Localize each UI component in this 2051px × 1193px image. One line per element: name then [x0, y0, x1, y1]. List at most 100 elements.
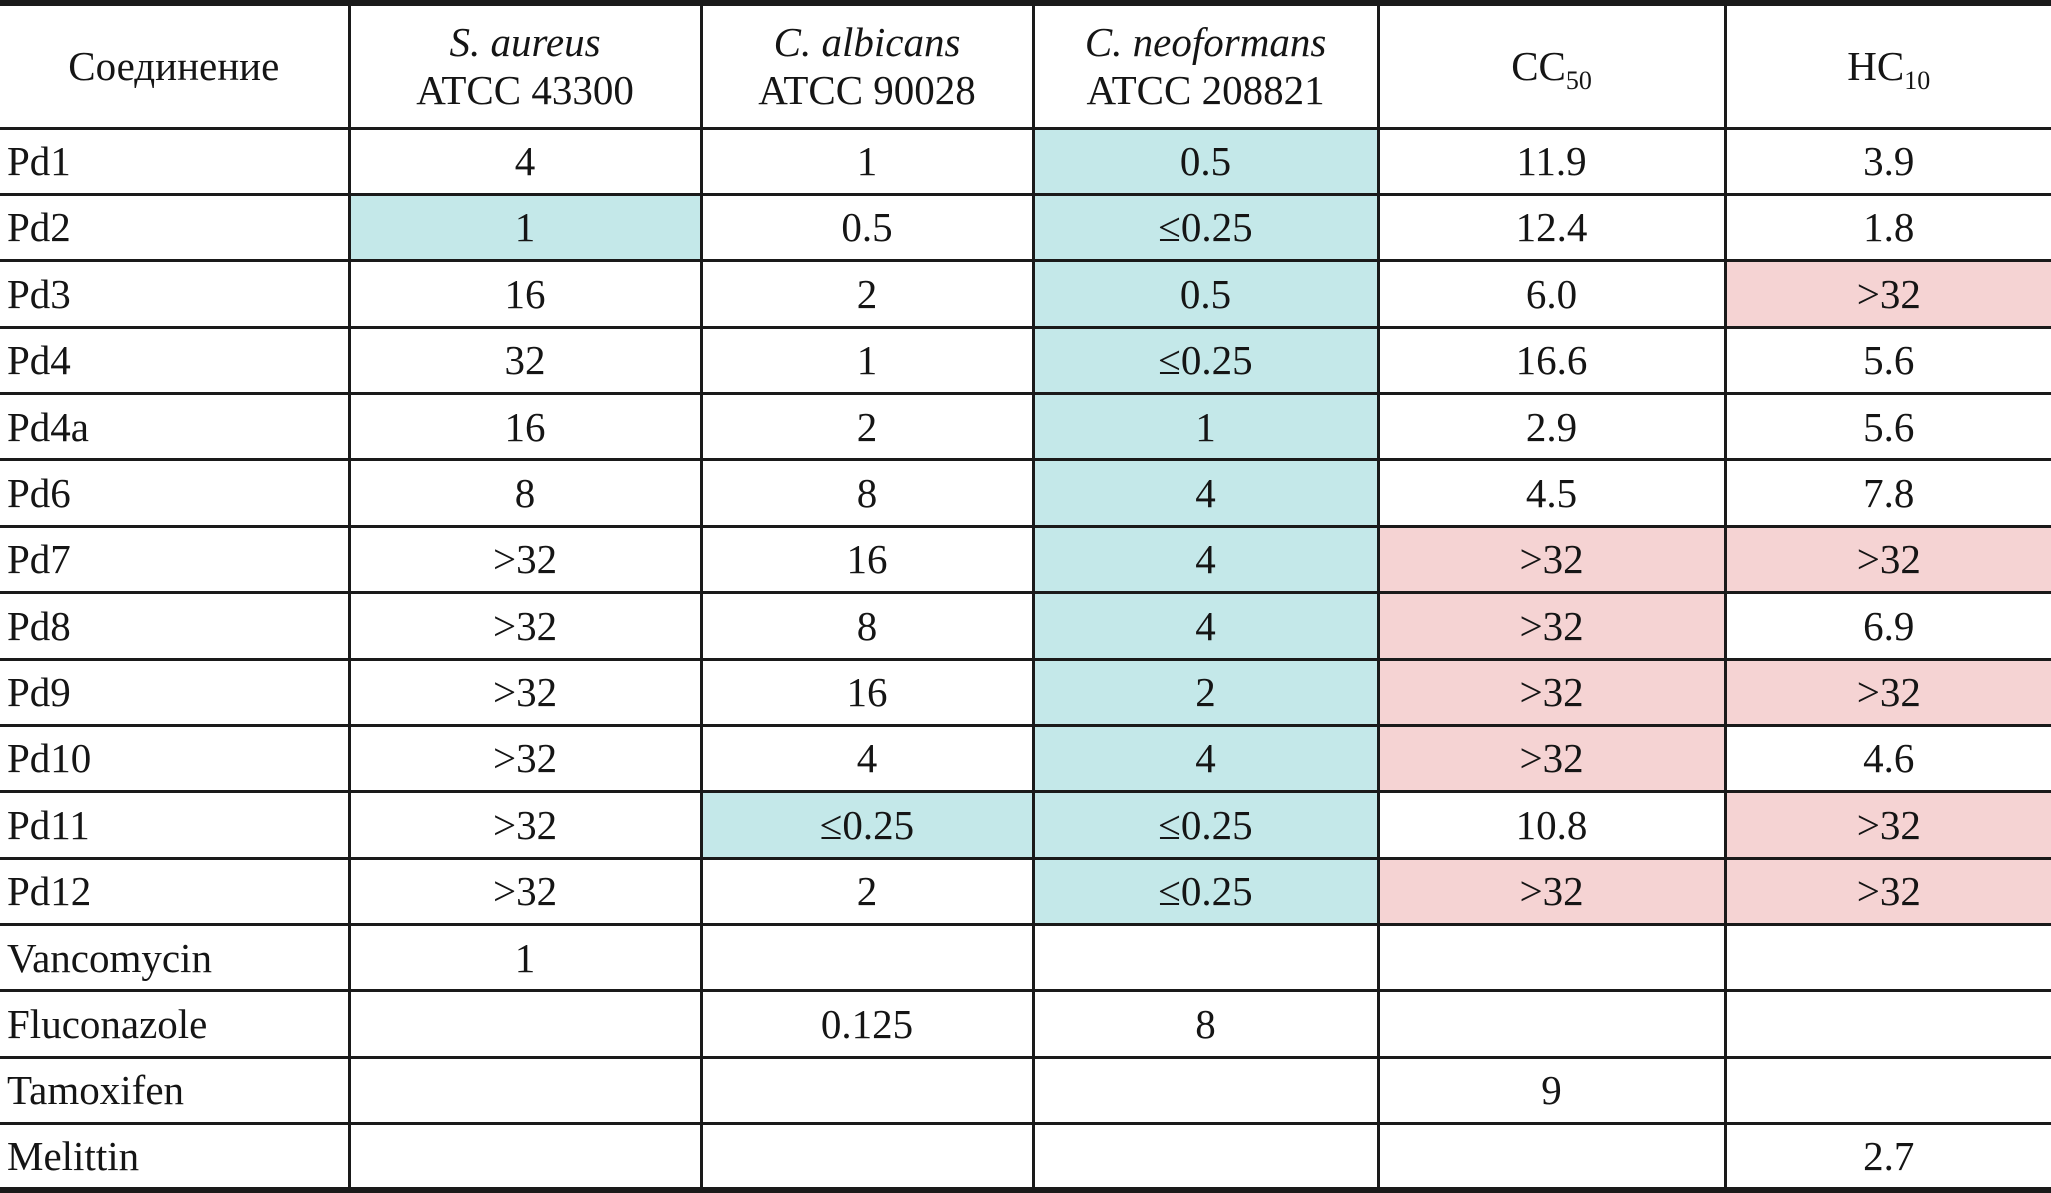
value-cell: 2 [699, 259, 1035, 329]
compound-label: Fluconazole [0, 989, 351, 1059]
compound-label: Pd11 [0, 790, 351, 860]
value-cell: 4 [347, 126, 703, 196]
value-cell: >32 [1723, 524, 2051, 595]
value-cell: 4 [1031, 458, 1380, 528]
value-cell: >32 [1723, 790, 2051, 860]
value-cell [699, 922, 1035, 993]
strain-id: ATCC 43300 [416, 67, 634, 114]
value-cell: 2 [699, 391, 1035, 462]
value-cell: 5.6 [1723, 325, 2051, 396]
compound-label: Melittin [0, 1122, 351, 1193]
value-cell: 9 [1376, 1055, 1727, 1126]
table-row: Pd7 >32 16 4 >32 >32 [0, 524, 2051, 595]
compound-label: Pd1 [0, 126, 351, 196]
value-cell [1031, 922, 1380, 993]
value-cell: 16 [347, 391, 703, 462]
value-cell: >32 [347, 657, 703, 727]
table-row: Melittin 2.7 [0, 1122, 2051, 1193]
value-cell [1723, 989, 2051, 1059]
value-cell: 8 [1031, 989, 1380, 1059]
value-cell: 1 [699, 325, 1035, 396]
value-cell: >32 [1376, 856, 1727, 927]
table-row: Pd2 1 0.5 ≤0.25 12.4 1.8 [0, 192, 2051, 263]
value-cell: 0.5 [1031, 259, 1380, 329]
value-cell: 4 [1031, 591, 1380, 661]
value-cell: 2.7 [1723, 1122, 2051, 1193]
value-cell: >32 [1376, 657, 1727, 727]
value-cell: 4 [699, 723, 1035, 794]
strain-id: ATCC 208821 [1086, 67, 1325, 114]
table-row: Pd6 8 8 4 4.5 7.8 [0, 458, 2051, 528]
table-row: Pd12 >32 2 ≤0.25 >32 >32 [0, 856, 2051, 927]
value-cell: ≤0.25 [1031, 790, 1380, 860]
table-row: Pd4a 16 2 1 2.9 5.6 [0, 391, 2051, 462]
value-cell: >32 [1723, 259, 2051, 329]
value-cell: 8 [347, 458, 703, 528]
table-row: Pd9 >32 16 2 >32 >32 [0, 657, 2051, 727]
value-cell [347, 1122, 703, 1193]
table-row: Pd3 16 2 0.5 6.0 >32 [0, 259, 2051, 329]
value-cell: 1.8 [1723, 192, 2051, 263]
table-row: Pd11 >32 ≤0.25 ≤0.25 10.8 >32 [0, 790, 2051, 860]
species-name: C. neoformans [1084, 18, 1327, 65]
value-cell [347, 989, 703, 1059]
value-cell: >32 [1376, 524, 1727, 595]
header-c-albicans: C. albicans ATCC 90028 [699, 0, 1035, 130]
value-cell: 0.125 [699, 989, 1035, 1059]
value-cell: 0.5 [1031, 126, 1380, 196]
value-cell [1723, 922, 2051, 993]
compound-label: Pd7 [0, 524, 351, 595]
table-header: Соединение S. aureus ATCC 43300 C. albic… [0, 0, 2051, 130]
value-cell: 12.4 [1376, 192, 1727, 263]
value-cell: 7.8 [1723, 458, 2051, 528]
value-cell: 4.6 [1723, 723, 2051, 794]
species-name: S. aureus [449, 18, 601, 65]
value-cell: 2 [1031, 657, 1380, 727]
cc50-subscript: 50 [1565, 66, 1592, 96]
value-cell: >32 [347, 856, 703, 927]
compound-label: Pd10 [0, 723, 351, 794]
table-row: Pd1 4 1 0.5 11.9 3.9 [0, 126, 2051, 196]
compound-label: Pd3 [0, 259, 351, 329]
value-cell [1376, 989, 1727, 1059]
table-row: Pd4 32 1 ≤0.25 16.6 5.6 [0, 325, 2051, 396]
value-cell: 4 [1031, 723, 1380, 794]
compound-label: Pd9 [0, 657, 351, 727]
value-cell: 8 [699, 591, 1035, 661]
compound-label: Pd6 [0, 458, 351, 528]
header-c-neoformans: C. neoformans ATCC 208821 [1031, 0, 1380, 130]
value-cell: 10.8 [1376, 790, 1727, 860]
value-cell: >32 [1723, 856, 2051, 927]
table-row: Fluconazole 0.125 8 [0, 989, 2051, 1059]
value-cell [1031, 1122, 1380, 1193]
header-s-aureus: S. aureus ATCC 43300 [347, 0, 703, 130]
value-cell: 1 [347, 192, 703, 263]
value-cell: 5.6 [1723, 391, 2051, 462]
value-cell: 32 [347, 325, 703, 396]
table-row: Vancomycin 1 [0, 922, 2051, 993]
value-cell: 6.9 [1723, 591, 2051, 661]
value-cell [699, 1122, 1035, 1193]
value-cell [347, 1055, 703, 1126]
value-cell: 4.5 [1376, 458, 1727, 528]
value-cell: 3.9 [1723, 126, 2051, 196]
hc10-subscript: 10 [1904, 66, 1931, 96]
value-cell: >32 [1376, 723, 1727, 794]
value-cell [1376, 922, 1727, 993]
value-cell: >32 [347, 591, 703, 661]
species-name: C. albicans [773, 18, 961, 65]
value-cell: ≤0.25 [1031, 856, 1380, 927]
value-cell: 1 [699, 126, 1035, 196]
value-cell [699, 1055, 1035, 1126]
value-cell: ≤0.25 [1031, 192, 1380, 263]
compound-label: Vancomycin [0, 922, 351, 993]
value-cell: 11.9 [1376, 126, 1727, 196]
header-row: Соединение S. aureus ATCC 43300 C. albic… [0, 0, 2051, 130]
value-cell: 16.6 [1376, 325, 1727, 396]
value-cell: 4 [1031, 524, 1380, 595]
value-cell: 0.5 [699, 192, 1035, 263]
value-cell: 2.9 [1376, 391, 1727, 462]
table-row: Tamoxifen 9 [0, 1055, 2051, 1126]
value-cell: 2 [699, 856, 1035, 927]
